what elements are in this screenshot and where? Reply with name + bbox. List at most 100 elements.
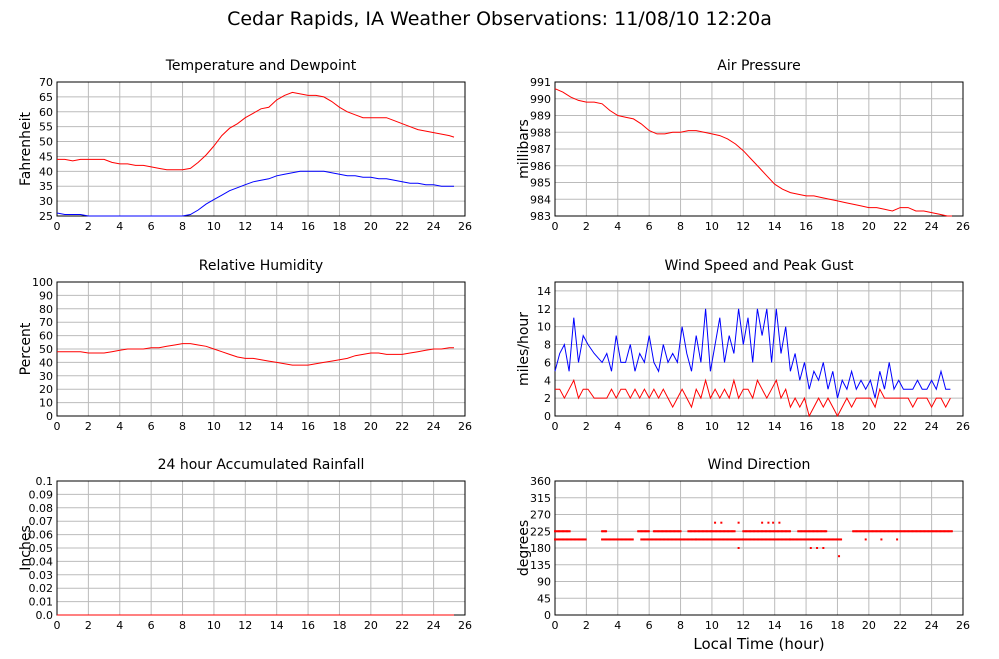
data-point [800, 538, 803, 541]
data-point [642, 530, 645, 533]
data-point [758, 538, 761, 541]
data-point [801, 530, 804, 533]
data-point [936, 530, 939, 533]
data-point [709, 538, 712, 541]
series-line-1 [554, 308, 951, 399]
x-tick-label: 16 [799, 420, 813, 433]
data-point [786, 530, 789, 533]
data-point [872, 530, 875, 533]
data-point [941, 530, 944, 533]
x-tick-label: 6 [148, 220, 155, 233]
data-point [570, 538, 573, 541]
series-line-2 [555, 378, 951, 418]
data-point [560, 538, 563, 541]
data-point [792, 538, 795, 541]
data-point [678, 538, 681, 541]
data-point [854, 530, 857, 533]
y-tick-label: 0 [544, 410, 551, 423]
data-point [873, 530, 876, 533]
data-point [572, 538, 575, 541]
data-point [578, 538, 581, 541]
data-point [779, 538, 782, 541]
x-tick-label: 18 [830, 420, 844, 433]
data-point [853, 530, 856, 533]
data-point [601, 530, 604, 533]
data-point [724, 538, 727, 541]
y-tick-label: 0.05 [29, 542, 54, 555]
plot-frame [56, 81, 466, 217]
data-point [695, 538, 698, 541]
x-tick-label: 4 [614, 220, 621, 233]
data-point [828, 538, 831, 541]
data-point [610, 538, 613, 541]
data-point [763, 538, 766, 541]
data-point [712, 530, 715, 533]
data-point [937, 530, 940, 533]
data-point [611, 538, 614, 541]
data-point [902, 530, 905, 533]
data-point [656, 538, 659, 541]
data-point [724, 530, 727, 533]
x-tick-label: 20 [364, 220, 378, 233]
data-point [664, 530, 667, 533]
data-point [864, 538, 867, 541]
data-point [810, 538, 813, 541]
x-tick-label: 8 [677, 220, 684, 233]
data-point [940, 530, 943, 533]
x-tick-label: 24 [427, 220, 441, 233]
data-point [814, 530, 817, 533]
x-tick-label: 0 [54, 619, 61, 632]
data-point [564, 530, 567, 533]
y-tick-label: 6 [544, 356, 551, 369]
y-tick-label: 8 [544, 339, 551, 352]
x-tick-label: 12 [238, 220, 252, 233]
data-point [692, 530, 695, 533]
data-point [821, 538, 824, 541]
data-point [748, 530, 751, 533]
data-point [837, 538, 840, 541]
data-point [778, 530, 781, 533]
data-point [647, 530, 650, 533]
data-point [676, 538, 679, 541]
x-tick-label: 26 [956, 420, 970, 433]
data-point [926, 530, 929, 533]
data-point [699, 530, 702, 533]
data-point [703, 538, 706, 541]
data-point [567, 538, 570, 541]
y-tick-label: 991 [530, 76, 551, 89]
y-axis-label: Fahrenheit [18, 111, 34, 186]
data-point [722, 530, 725, 533]
y-tick-label: 10 [39, 397, 53, 410]
data-point [810, 530, 813, 533]
x-tick-label: 10 [705, 420, 719, 433]
chart-title: Wind Direction [708, 457, 811, 473]
data-point [714, 530, 717, 533]
y-tick-label: 987 [530, 143, 551, 156]
chart-title: Temperature and Dewpoint [165, 58, 357, 74]
data-point [905, 530, 908, 533]
data-point [797, 530, 800, 533]
data-point [625, 538, 628, 541]
data-point [729, 530, 732, 533]
x-tick-label: 0 [552, 220, 559, 233]
data-point [768, 538, 771, 541]
data-point [893, 530, 896, 533]
data-point [766, 538, 769, 541]
data-point [559, 538, 562, 541]
x-tick-label: 22 [893, 619, 907, 632]
data-point [771, 530, 774, 533]
y-tick-label: 0.07 [29, 515, 54, 528]
x-tick-label: 16 [301, 420, 315, 433]
data-point [746, 530, 749, 533]
y-tick-label: 12 [537, 303, 551, 316]
data-point [646, 530, 649, 533]
data-point [660, 530, 663, 533]
data-point [924, 530, 927, 533]
data-point [784, 538, 787, 541]
data-point [817, 538, 820, 541]
data-point [818, 538, 821, 541]
data-point [713, 530, 716, 533]
data-point [701, 538, 704, 541]
